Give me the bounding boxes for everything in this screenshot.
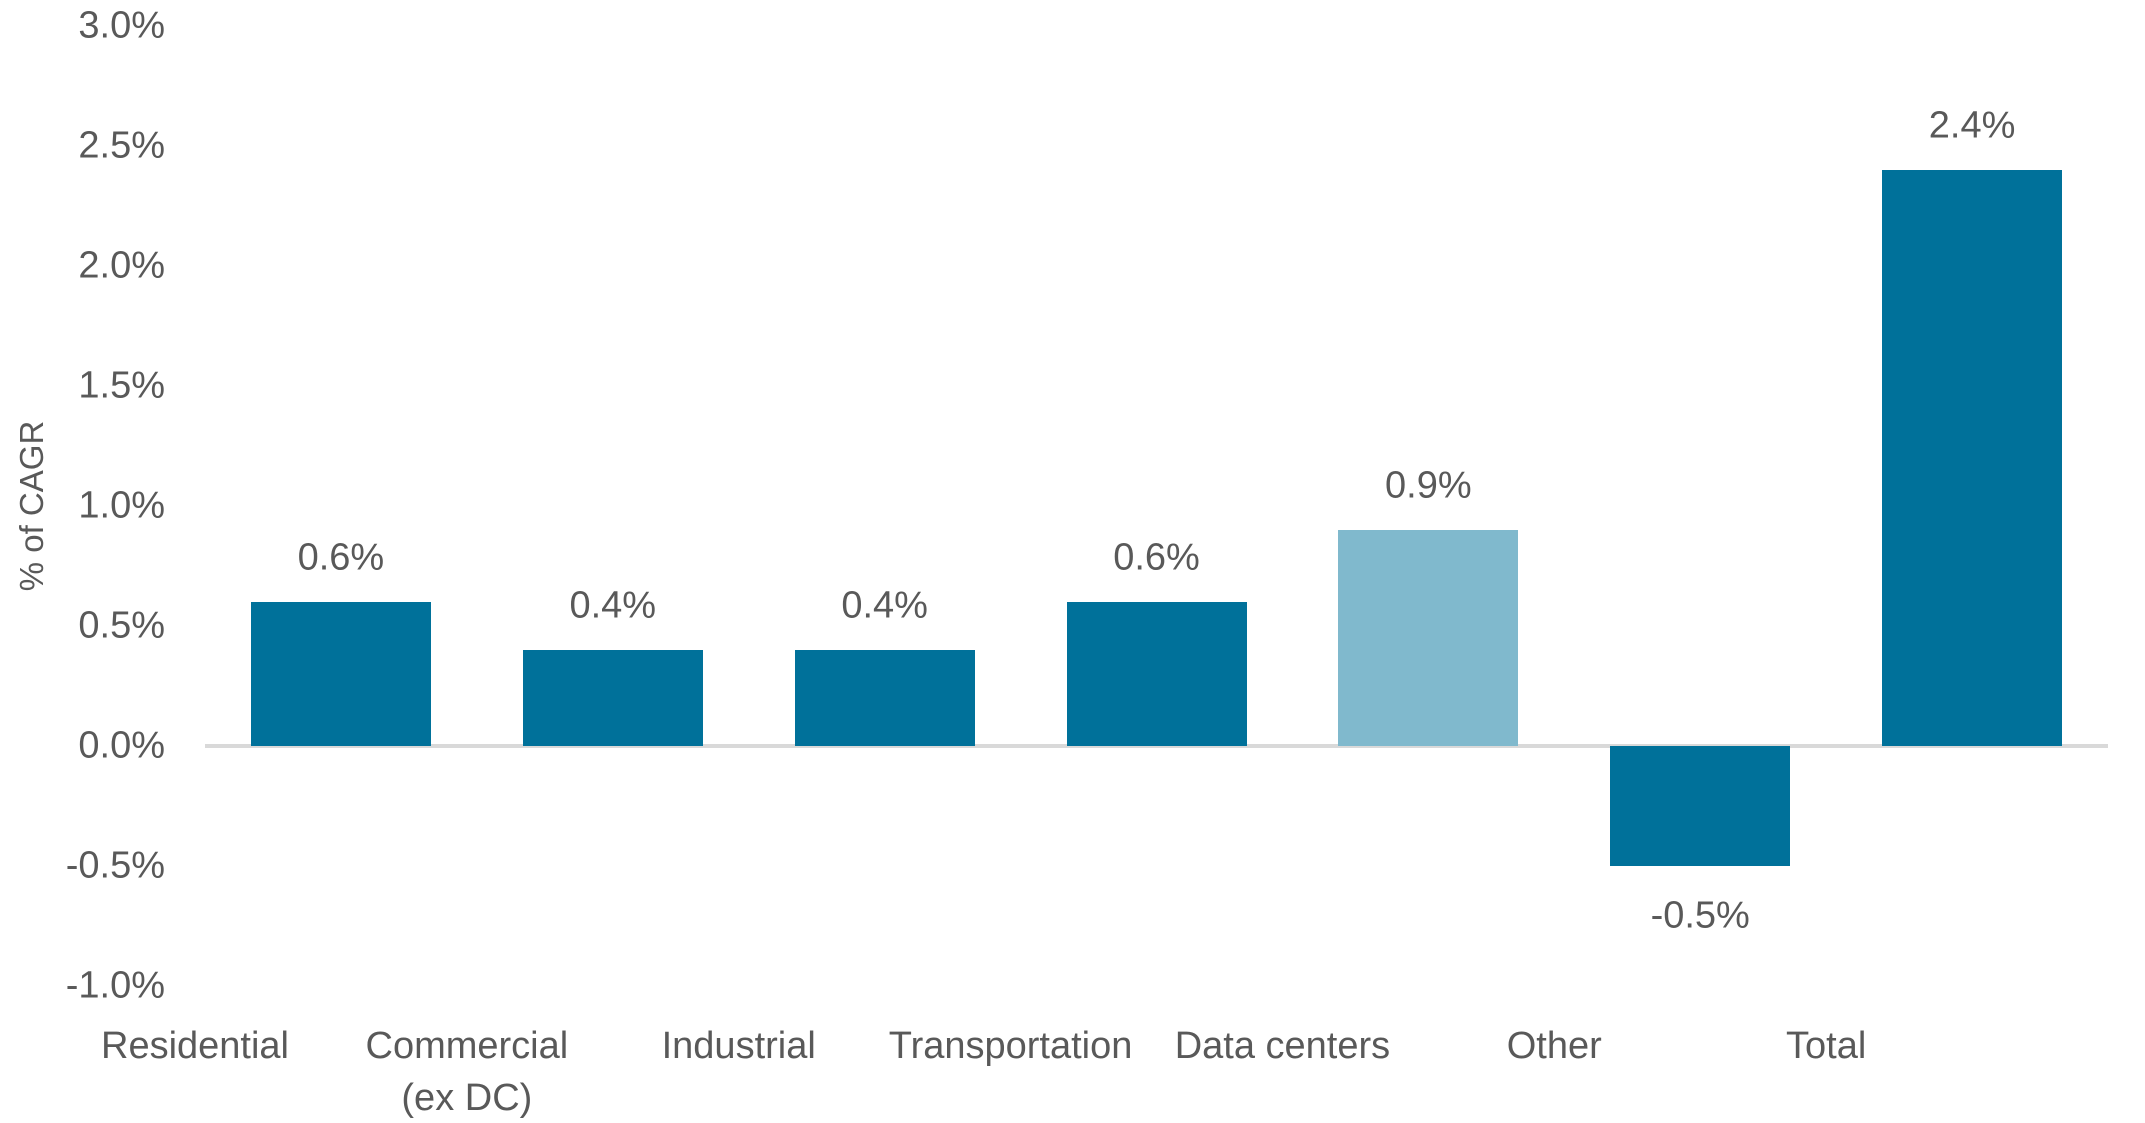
bar-data-centers xyxy=(1338,530,1519,746)
category-label-commercial: Commercial (ex DC) xyxy=(365,1025,569,1119)
bar-other xyxy=(1610,746,1791,866)
bar-label-total: 2.4% xyxy=(1928,104,2016,147)
y-tick-0.0%: 0.0% xyxy=(78,724,165,767)
y-tick-2.0%: 2.0% xyxy=(78,244,165,287)
y-tick-1.0%: 1.0% xyxy=(78,484,165,527)
y-tick-0.5%: 0.5% xyxy=(78,604,165,647)
category-label-data-centers: Data centers xyxy=(1174,1025,1391,1067)
category-label-residential: Residential xyxy=(101,1025,289,1067)
category-label-other: Other xyxy=(1506,1025,1602,1067)
y-tick-2.5%: 2.5% xyxy=(78,124,165,167)
category-label-transportation: Transportation xyxy=(888,1025,1133,1067)
y-tick--0.5%: -0.5% xyxy=(65,844,165,887)
bar-label-commercial: 0.4% xyxy=(569,584,657,627)
bar-transportation xyxy=(1066,602,1247,746)
bar-label-residential: 0.6% xyxy=(297,536,385,579)
y-tick-1.5%: 1.5% xyxy=(78,364,165,407)
x-axis-line xyxy=(205,744,2108,748)
bar-label-other: -0.5% xyxy=(1650,894,1750,937)
bar-label-industrial: 0.4% xyxy=(841,584,928,627)
bar-label-transportation: 0.6% xyxy=(1113,536,1200,579)
category-label-total: Total xyxy=(1786,1025,1867,1067)
bar-commercial xyxy=(522,650,703,746)
y-tick--1.0%: -1.0% xyxy=(65,964,165,1007)
bar-residential xyxy=(250,602,431,746)
bar-total xyxy=(1882,170,2063,746)
bar-industrial xyxy=(794,650,975,746)
y-tick-3.0%: 3.0% xyxy=(78,4,165,47)
category-label-industrial: Industrial xyxy=(661,1025,816,1067)
bar-label-data-centers: 0.9% xyxy=(1385,464,1472,507)
